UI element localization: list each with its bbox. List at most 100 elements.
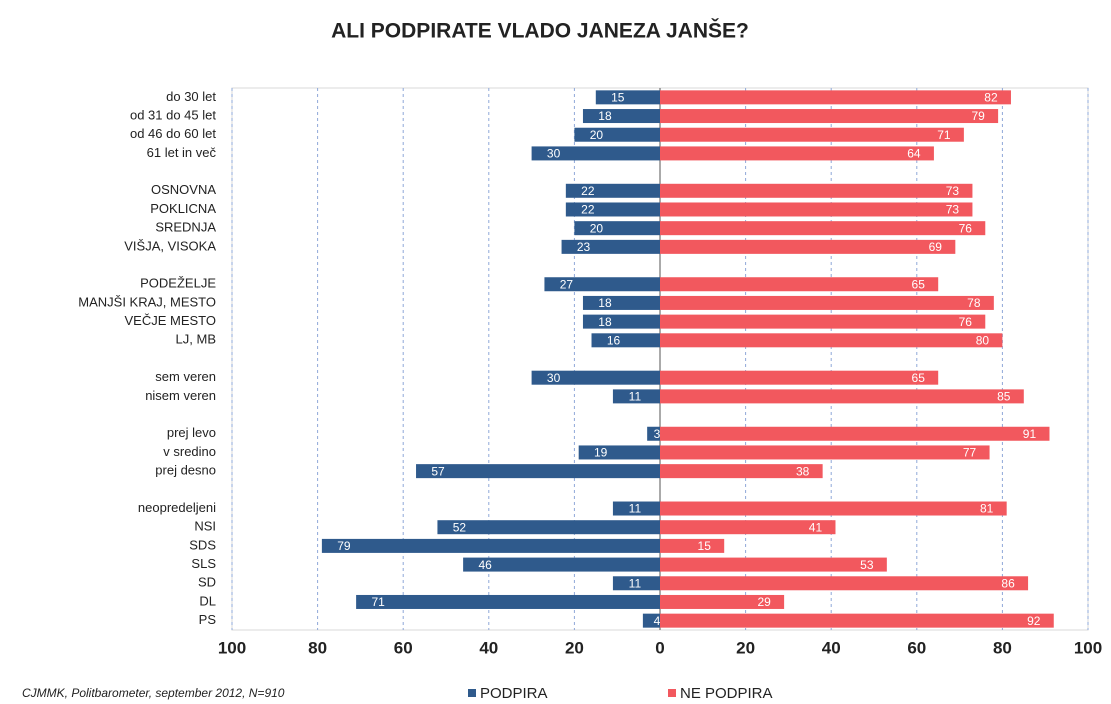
data-label: 76: [959, 221, 973, 235]
bar: [660, 183, 973, 198]
bar: [660, 389, 1024, 404]
x-tick-label: 20: [565, 638, 584, 657]
bar: [660, 464, 823, 479]
category-label: sem veren: [155, 369, 216, 384]
category-label: PS: [199, 612, 217, 627]
category-label: do 30 let: [166, 89, 216, 104]
bar: [582, 109, 660, 124]
legend-label: PODPIRA: [480, 685, 548, 702]
category-label: OSNOVNA: [151, 182, 216, 197]
category-label: neopredeljeni: [138, 500, 216, 515]
data-label: 77: [963, 446, 977, 460]
category-label: LJ, MB: [176, 332, 216, 347]
data-label: 91: [1023, 427, 1037, 441]
bar: [660, 295, 994, 310]
category-label: VIŠJA, VISOKA: [124, 238, 216, 253]
x-tick-label: 80: [308, 638, 327, 657]
data-label: 38: [796, 464, 810, 478]
bar: [660, 90, 1011, 105]
x-tick-label: 40: [479, 638, 498, 657]
data-label: 92: [1027, 614, 1041, 628]
x-tick-label: 80: [993, 638, 1012, 657]
data-label: 18: [598, 315, 612, 329]
bar: [660, 576, 1029, 591]
data-label: 15: [611, 91, 625, 105]
data-label: 3: [654, 427, 661, 441]
data-label: 46: [478, 558, 492, 572]
category-label: SLS: [191, 556, 216, 571]
x-tick-label: 0: [655, 638, 664, 657]
data-label: 4: [654, 614, 661, 628]
data-label: 18: [598, 109, 612, 123]
bar: [565, 183, 660, 198]
category-label: prej desno: [155, 463, 216, 478]
data-label: 22: [581, 203, 595, 217]
category-label: MANJŠI KRAJ, MESTO: [78, 294, 216, 309]
data-label: 79: [971, 109, 985, 123]
category-label: v sredino: [163, 444, 216, 459]
data-label: 79: [337, 539, 351, 553]
data-label: 15: [698, 539, 712, 553]
bar: [660, 202, 973, 217]
data-label: 19: [594, 446, 608, 460]
data-label: 65: [912, 371, 926, 385]
data-label: 27: [560, 277, 574, 291]
data-label: 23: [577, 240, 591, 254]
category-label: SREDNJA: [155, 220, 216, 235]
data-label: 11: [629, 390, 642, 404]
bar: [660, 333, 1003, 348]
bar: [660, 370, 939, 385]
data-label: 78: [967, 296, 981, 310]
bar: [660, 613, 1054, 628]
data-label: 18: [598, 296, 612, 310]
data-label: 29: [757, 595, 771, 609]
data-label: 82: [984, 91, 998, 105]
bar: [660, 109, 999, 124]
bar: [463, 557, 660, 572]
bar: [612, 389, 660, 404]
x-tick-label: 40: [822, 638, 841, 657]
bar: [660, 127, 964, 142]
chart-title: ALI PODPIRATE VLADO JANEZA JANŠE?: [331, 19, 749, 43]
bar: [356, 594, 660, 609]
bar: [544, 277, 660, 292]
bar: [416, 464, 660, 479]
bar: [582, 314, 660, 329]
bar: [660, 520, 836, 535]
category-label: 61 let in več: [147, 145, 217, 160]
bar: [642, 613, 660, 628]
data-label: 20: [590, 221, 604, 235]
bar: [574, 221, 660, 236]
bar: [660, 445, 990, 460]
bar: [612, 501, 660, 516]
data-label: 52: [453, 520, 467, 534]
bar: [660, 501, 1007, 516]
source-note: CJMMK, Politbarometer, september 2012, N…: [22, 686, 285, 700]
data-label: 71: [371, 595, 385, 609]
data-label: 64: [907, 147, 921, 161]
bar: [660, 277, 939, 292]
bar: [660, 146, 934, 161]
bar: [660, 221, 986, 236]
bar: [531, 146, 660, 161]
data-label: 30: [547, 371, 561, 385]
bar: [565, 202, 660, 217]
category-label: nisem veren: [145, 388, 216, 403]
category-label: DL: [199, 593, 216, 608]
x-tick-label: 60: [394, 638, 413, 657]
bar: [574, 127, 660, 142]
x-tick-label: 100: [1074, 638, 1102, 657]
data-label: 22: [581, 184, 595, 198]
category-label: PODEŽELJE: [140, 276, 216, 291]
bar: [612, 576, 660, 591]
bar: [591, 333, 660, 348]
category-label: SDS: [189, 537, 216, 552]
bar: [531, 370, 660, 385]
data-label: 65: [912, 277, 926, 291]
bar: [437, 520, 660, 535]
category-label: prej levo: [167, 425, 216, 440]
data-label: 71: [937, 128, 951, 142]
bar: [578, 445, 660, 460]
bar: [660, 426, 1050, 441]
data-label: 57: [431, 464, 445, 478]
